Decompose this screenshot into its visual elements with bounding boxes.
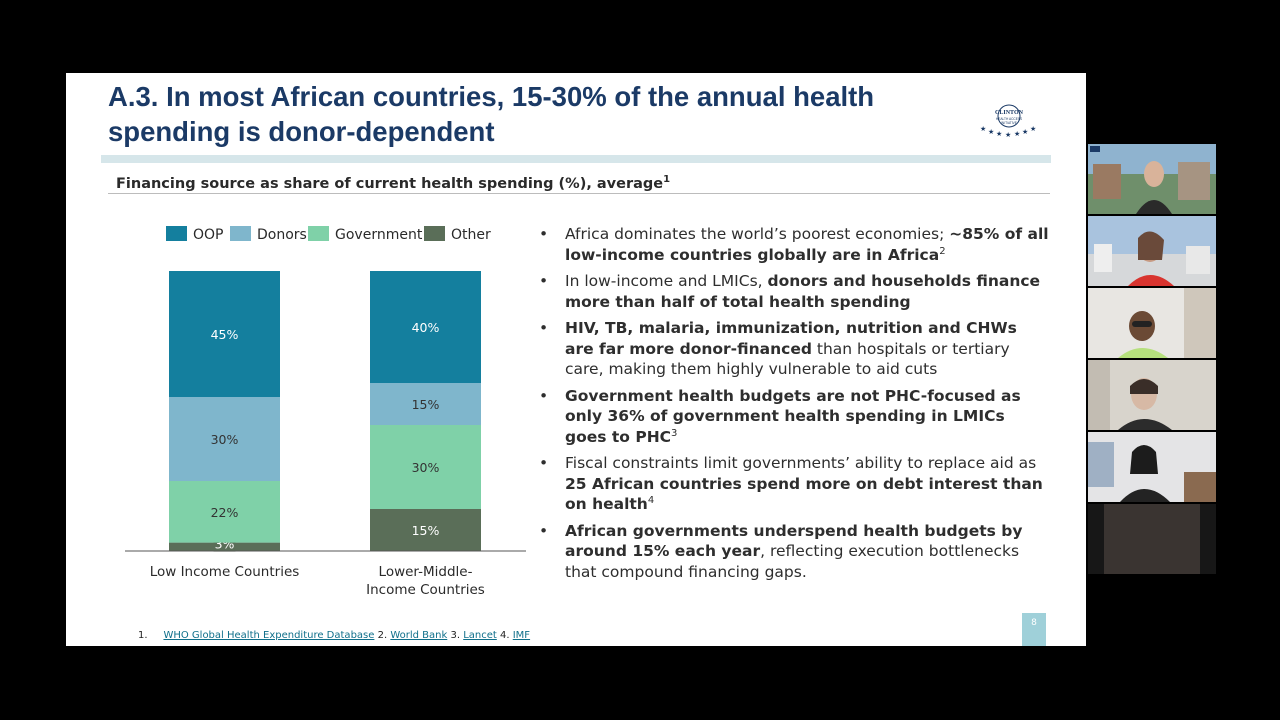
footnote-number-4: 4.: [500, 630, 510, 641]
legend-swatch-government: [308, 226, 329, 241]
title-divider-band: [101, 155, 1051, 163]
bullet-marker: •: [539, 272, 549, 290]
participant-video-4: [1088, 360, 1216, 430]
data-label: 15%: [412, 397, 440, 412]
category-label: Income Countries: [366, 582, 485, 598]
chart-subtitle: Financing source as share of current hea…: [116, 174, 671, 192]
bullet-item: • African governments underspend health b…: [539, 521, 1049, 583]
bullet-text: Fiscal constraints limit governments’ ab…: [565, 454, 1037, 472]
data-label: 30%: [211, 432, 239, 447]
bullet-item: • In low-income and LMICs, donors and hou…: [539, 271, 1049, 312]
bullet-marker: •: [539, 454, 549, 472]
legend-label-donors: Donors: [257, 227, 307, 243]
bar-segment-oop: [370, 271, 481, 383]
legend-label-government: Government: [335, 227, 423, 243]
bullet-marker: •: [539, 521, 549, 540]
data-label: 22%: [211, 505, 239, 520]
bar-segment-other: [370, 509, 481, 551]
participant-video-tile[interactable]: [1088, 360, 1216, 430]
participant-video-2: [1088, 216, 1216, 286]
footnote-link-lancet[interactable]: Lancet: [463, 630, 497, 641]
footnote-number-2: 2.: [377, 630, 388, 641]
key-points-list: • Africa dominates the world’s poorest ec…: [539, 224, 1049, 588]
bullet-text: than hospitals or tertiary care, making …: [565, 339, 1010, 379]
legend-label-oop: OOP: [193, 227, 223, 243]
bullet-item: • Africa dominates the world’s poorest ec…: [539, 224, 1049, 265]
page-number: 8: [1022, 613, 1046, 646]
participant-video-1: [1088, 144, 1216, 214]
svg-text:★: ★: [988, 128, 994, 136]
legend-label-other: Other: [451, 227, 491, 243]
footnote-link-imf[interactable]: IMF: [512, 630, 531, 641]
participant-video-tile[interactable]: [1088, 432, 1216, 502]
bullet-text: In low-income and LMICs,: [565, 272, 768, 290]
svg-text:CLINTON: CLINTON: [995, 110, 1024, 116]
bar-segment-donors: [370, 383, 481, 425]
svg-text:INITIATIVE: INITIATIVE: [1001, 121, 1017, 125]
category-label: Lower-Middle-: [379, 564, 473, 580]
bullet-item: • Fiscal constraints limit governments’ a…: [539, 453, 1049, 515]
footnote-ref: 2: [939, 245, 946, 257]
bar-segment-donors: [169, 397, 280, 481]
legend-swatch-other: [424, 226, 445, 241]
clinton-health-access-initiative-logo: CLINTON HEALTH ACCESS INITIATIVE ★ ★ ★ ★ ★ ★…: [976, 103, 1042, 141]
bullet-text: , reflecting execution bottlenecks that …: [565, 542, 1020, 581]
participant-video-tile[interactable]: [1088, 504, 1216, 574]
footnote-number-1: 1.: [138, 630, 148, 641]
bullet-marker: •: [539, 319, 549, 337]
footnote-number-3: 3.: [450, 630, 461, 641]
svg-text:★: ★: [1022, 128, 1028, 136]
participant-video-tile[interactable]: [1088, 288, 1216, 358]
bullet-item: • Government health budgets are not PHC-f…: [539, 386, 1049, 448]
footnote-ref: 4: [647, 494, 655, 506]
svg-text:★: ★: [980, 125, 986, 133]
bar-segment-government: [370, 425, 481, 509]
category-label: Low Income Countries: [150, 564, 300, 580]
bullet-marker: •: [539, 386, 549, 405]
svg-text:★: ★: [1030, 125, 1036, 133]
bullet-marker: •: [539, 225, 549, 243]
bar-segment-oop: [169, 271, 280, 397]
legend-swatch-oop: [166, 226, 187, 241]
data-label: 45%: [211, 327, 239, 342]
subtitle-divider: [108, 193, 1050, 194]
bullet-item: • HIV, TB, malaria, immunization, nutriti…: [539, 318, 1049, 380]
participant-video-tile[interactable]: [1088, 144, 1216, 214]
footnote-ref: 3: [671, 427, 678, 439]
participant-video-5: [1088, 432, 1216, 502]
data-label: 30%: [412, 460, 440, 475]
slide-title: A.3. In most African countries, 15-30% o…: [108, 81, 875, 147]
svg-text:HEALTH ACCESS: HEALTH ACCESS: [996, 117, 1022, 121]
presentation-slide: A.3. In most African countries, 15-30% o…: [66, 73, 1086, 646]
participant-video-tile[interactable]: [1088, 216, 1216, 286]
bullet-text: ~85% of all low-income countries globall…: [565, 225, 1049, 264]
bullet-text: HIV, TB, malaria, immunization, nutritio…: [565, 319, 1017, 358]
bullet-text: 25 African countries spend more on debt …: [565, 474, 1043, 514]
bullet-text: donors and households finance more than …: [565, 272, 1041, 311]
bullet-text: African governments underspend health bu…: [565, 521, 1023, 561]
participant-video-6: [1088, 504, 1216, 574]
bar-segment-government: [169, 481, 280, 543]
svg-text:★: ★: [1014, 130, 1020, 138]
footnote-link-who[interactable]: WHO Global Health Expenditure Database: [163, 630, 375, 641]
bullet-text: Africa dominates the world’s poorest eco…: [565, 225, 950, 243]
data-label: 40%: [412, 320, 440, 335]
participant-video-3: [1088, 288, 1216, 358]
svg-text:★: ★: [1005, 131, 1011, 139]
bullet-text: Government health budgets are not PHC-fo…: [565, 386, 1021, 446]
footnote-link-world-bank[interactable]: World Bank: [390, 630, 448, 641]
footnotes: 1. WHO Global Health Expenditure Databas…: [138, 630, 530, 641]
legend-swatch-donors: [230, 226, 251, 241]
data-label: 15%: [412, 523, 440, 538]
svg-text:★: ★: [996, 130, 1002, 138]
